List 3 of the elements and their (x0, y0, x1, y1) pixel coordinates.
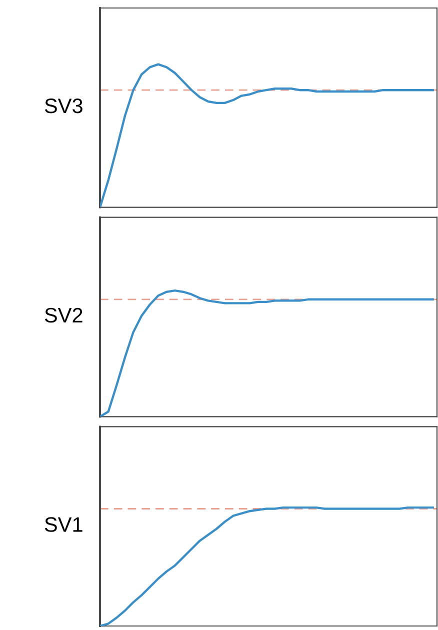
y-axis-title: SV1 (44, 517, 82, 532)
y-axis-title: SV2 (44, 308, 82, 323)
y-axis-title: SV3 (44, 98, 82, 114)
